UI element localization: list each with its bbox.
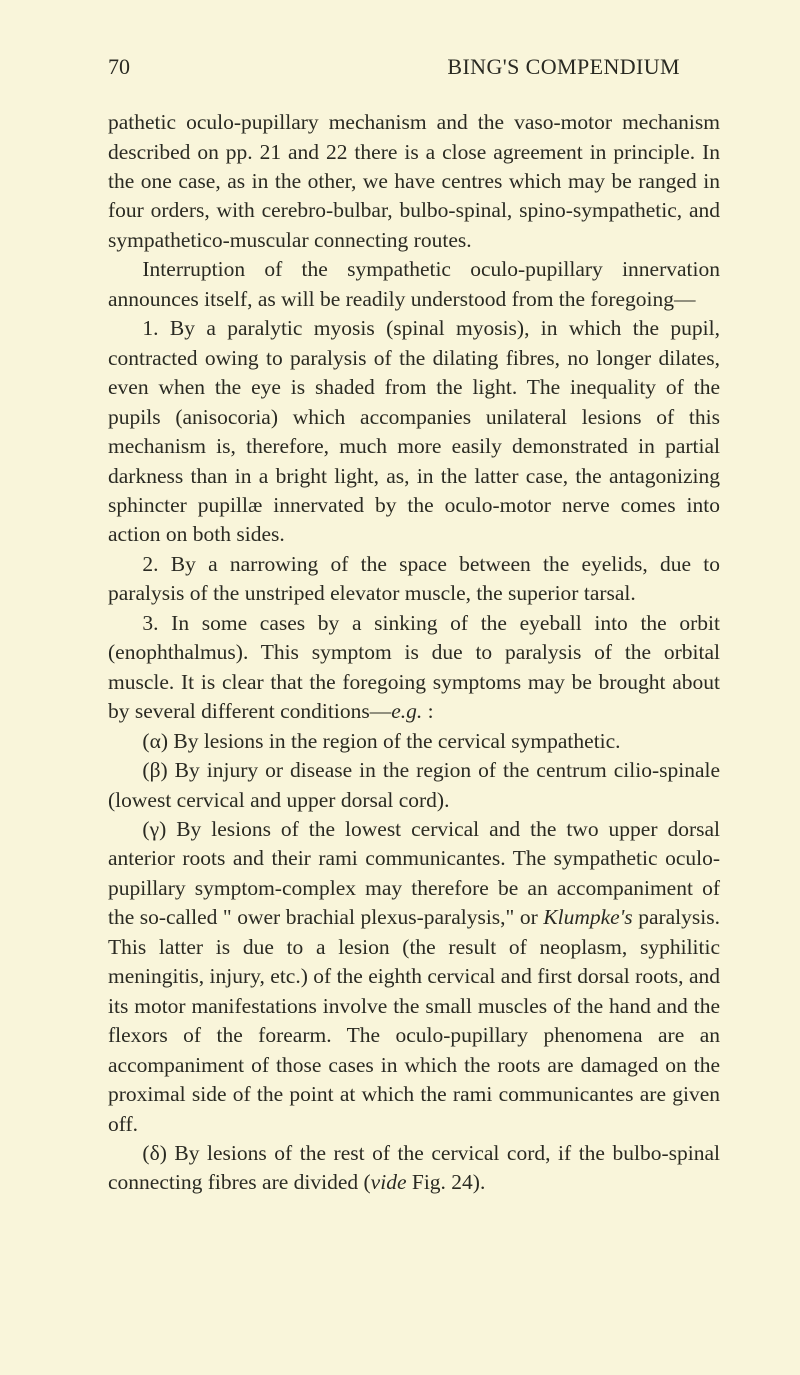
alpha-symbol: α	[150, 729, 161, 753]
p6-text: ) By lesions in the region of the cervic…	[161, 729, 621, 753]
p7-paren-open: (	[142, 758, 149, 782]
p8-paren-open: (	[142, 817, 149, 841]
p9-text-c: Fig. 24).	[406, 1170, 485, 1194]
p5-text-b: :	[422, 699, 433, 723]
gamma-symbol: γ	[150, 817, 160, 841]
delta-symbol: δ	[150, 1141, 160, 1165]
vide-italic: vide	[371, 1170, 407, 1194]
p8-text-c: paralysis. This latter is due to a lesio…	[108, 905, 720, 1135]
body-paragraph-3: 1. By a paralytic myosis (spinal myosis)…	[108, 314, 720, 550]
body-paragraph-8: (γ) By lesions of the lowest cervical an…	[108, 815, 720, 1139]
page-number: 70	[108, 52, 130, 82]
body-paragraph-5: 3. In some cases by a sinking of the eye…	[108, 609, 720, 727]
body-paragraph-4: 2. By a narrowing of the space between t…	[108, 550, 720, 609]
page-header: 70 BING'S COMPENDIUM	[108, 52, 720, 82]
p9-paren-open: (	[142, 1141, 149, 1165]
running-title: BING'S COMPENDIUM	[447, 52, 680, 82]
beta-symbol: β	[150, 758, 161, 782]
body-paragraph-1: pathetic oculo-pupillary mechanism and t…	[108, 108, 720, 255]
p7-text: ) By injury or disease in the region of …	[108, 758, 720, 811]
klumpke-italic: Klumpke's	[543, 905, 632, 929]
p6-paren-open: (	[142, 729, 149, 753]
body-paragraph-2: Interruption of the sympathetic oculo-pu…	[108, 255, 720, 314]
body-paragraph-9: (δ) By lesions of the rest of the cervic…	[108, 1139, 720, 1198]
p5-eg: e.g.	[391, 699, 422, 723]
body-paragraph-6: (α) By lesions in the region of the cerv…	[108, 727, 720, 756]
body-paragraph-7: (β) By injury or disease in the region o…	[108, 756, 720, 815]
